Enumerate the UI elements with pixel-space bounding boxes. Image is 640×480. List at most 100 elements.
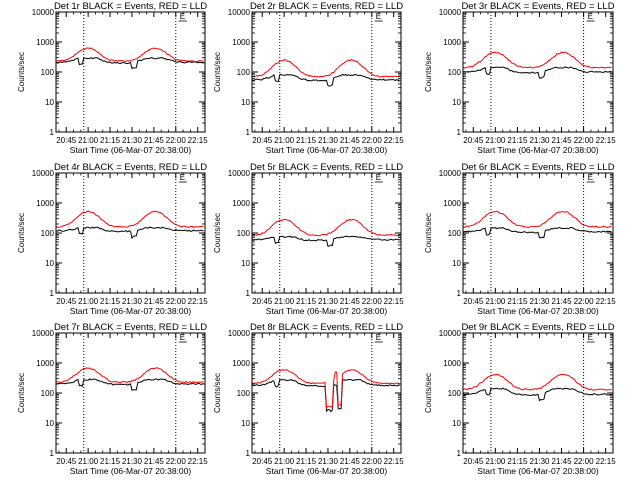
y-tick-label: 100 [448,68,462,77]
lld-series-line [251,368,400,409]
plot-frame [251,172,402,294]
x-tick-label: 22:15 [384,136,405,145]
x-tick-label: 22:00 [574,457,595,466]
y-tick-label: 1 [50,128,55,137]
x-tick-label: 21:15 [100,136,121,145]
y-tick-label: 100 [237,229,251,238]
y-axis-label: Counts/sec [213,52,222,92]
x-tick-label: 20:45 [252,297,273,306]
y-axis-label: Counts/sec [17,373,26,413]
chart-title: Det 9r BLACK = Events, RED = LLD [461,322,614,333]
x-tick-label: 22:15 [188,136,209,145]
lld-series-line [462,373,612,391]
y-tick-label: 10 [452,259,461,268]
y-tick-label: 1000 [36,199,54,208]
y-tick-label: 1 [50,449,55,458]
x-tick-label: 21:15 [100,457,121,466]
x-tick-label: 20:45 [252,457,273,466]
marker-label: E [180,333,185,342]
y-tick-label: 10 [452,419,461,428]
chart-title: Det 7r BLACK = Events, RED = LLD [54,322,207,333]
x-tick-label: 21:00 [485,297,506,306]
plot-frame [55,332,206,454]
lld-series-line [462,210,612,229]
x-tick-label: 21:45 [340,297,361,306]
chart-title: Det 3r BLACK = Events, RED = LLD [461,1,614,12]
y-tick-label: 100 [448,389,462,398]
x-tick-label: 20:45 [56,457,77,466]
x-tick-label: 21:45 [552,457,573,466]
marker-label: E [180,173,185,182]
x-tick-label: 21:00 [274,136,295,145]
y-tick-label: 10000 [439,8,462,17]
lld-series-line [55,47,204,63]
y-tick-label: 100 [237,389,251,398]
y-tick-label: 10 [241,419,250,428]
y-tick-label: 10000 [228,8,251,17]
x-tick-label: 21:30 [529,457,550,466]
y-tick-label: 1 [457,449,462,458]
lld-series-line [251,218,400,237]
x-axis-label: Start Time (06-Mar-07 20:38:00) [266,145,388,155]
x-tick-label: 21:45 [144,136,165,145]
x-tick-label: 21:30 [122,297,143,306]
x-tick-label: 21:45 [144,457,165,466]
y-tick-label: 10000 [228,329,251,338]
x-tick-label: 22:15 [188,457,209,466]
y-tick-label: 100 [41,389,55,398]
y-axis-label: Counts/sec [213,373,222,413]
x-tick-label: 20:45 [56,136,77,145]
x-tick-label: 20:45 [252,136,273,145]
y-tick-label: 1000 [443,199,461,208]
y-axis-label: Counts/sec [17,213,26,253]
marker-label: E [588,173,593,182]
x-tick-label: 20:45 [463,136,484,145]
x-tick-label: 22:00 [574,136,595,145]
chart-title: Det 5r BLACK = Events, RED = LLD [250,162,403,173]
y-tick-label: 10 [241,259,250,268]
y-tick-label: 1000 [232,199,250,208]
y-tick-label: 1000 [232,38,250,47]
x-tick-label: 22:15 [596,457,617,466]
marker-label: E [180,12,185,21]
plot-frame [251,11,402,133]
x-tick-label: 21:00 [485,136,506,145]
y-axis-label: Counts/sec [213,213,222,253]
y-tick-label: 10000 [228,169,251,178]
y-tick-label: 1 [50,289,55,298]
y-tick-label: 1 [457,128,462,137]
x-tick-label: 22:00 [362,297,383,306]
events-series-line [56,56,204,70]
x-tick-label: 21:00 [78,136,99,145]
x-tick-label: 22:15 [596,136,617,145]
marker-label: E [376,173,381,182]
y-tick-label: 10 [45,98,54,107]
y-tick-label: 10 [452,98,461,107]
events-series-line [462,387,612,402]
chart-title: Det 1r BLACK = Events, RED = LLD [54,1,207,12]
y-tick-label: 1000 [443,38,461,47]
y-axis-label: Counts/sec [424,52,433,92]
x-tick-label: 21:30 [529,297,550,306]
chart-title: Det 6r BLACK = Events, RED = LLD [461,162,614,173]
marker-label: E [588,333,593,342]
x-axis-label: Start Time (06-Mar-07 20:38:00) [477,466,599,476]
marker-label: E [588,12,593,21]
y-axis-label: Counts/sec [424,373,433,413]
x-tick-label: 21:30 [529,136,550,145]
y-tick-label: 10 [45,259,54,268]
y-tick-label: 100 [448,229,462,238]
chart-title: Det 2r BLACK = Events, RED = LLD [250,1,403,12]
x-tick-label: 21:15 [507,297,528,306]
lld-series-line [55,210,204,229]
y-tick-label: 10 [241,98,250,107]
y-tick-label: 10000 [439,169,462,178]
y-tick-label: 1 [246,449,251,458]
marker-label: E [376,333,381,342]
events-series-line [55,378,204,391]
x-tick-label: 22:15 [384,457,405,466]
